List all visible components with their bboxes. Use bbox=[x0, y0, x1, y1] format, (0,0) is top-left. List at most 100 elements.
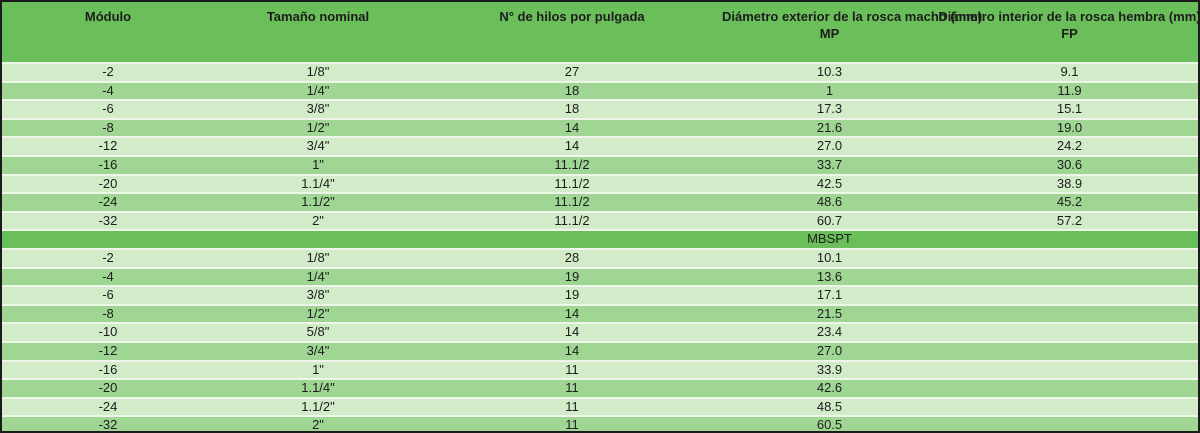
table-cell: 48.5 bbox=[722, 396, 937, 416]
table-cell: 1/2" bbox=[214, 117, 422, 137]
table-cell: 38.9 bbox=[937, 173, 1198, 193]
table-row: -16 1" 11.1/2 33.7 30.6 bbox=[2, 154, 1198, 174]
table-cell: 11.1/2 bbox=[422, 154, 722, 174]
table-cell: 2" bbox=[214, 210, 422, 230]
table-cell: -16 bbox=[2, 359, 214, 379]
table-row: -8 1/2" 14 21.5 bbox=[2, 303, 1198, 323]
table-cell bbox=[937, 340, 1198, 360]
divider-row: MBSPT bbox=[2, 229, 1198, 248]
table-cell: -32 bbox=[2, 210, 214, 230]
table-section-mp-fp: -2 1/8" 27 10.3 9.1 -4 1/4" 18 1 11.9 -6 3/8" 18 17.3… bbox=[2, 62, 1198, 230]
table-row: -24 1.1/2" 11.1/2 48.6 45.2 bbox=[2, 192, 1198, 211]
table-cell: -12 bbox=[2, 136, 214, 155]
table-cell: -24 bbox=[2, 192, 214, 211]
table-cell bbox=[937, 415, 1198, 431]
column-header-label: Módulo bbox=[84, 9, 132, 24]
table-cell: 15.1 bbox=[937, 99, 1198, 118]
table-cell bbox=[937, 322, 1198, 341]
table-cell: -20 bbox=[2, 378, 214, 397]
table-cell: -2 bbox=[2, 62, 214, 81]
table-cell: 1.1/4" bbox=[214, 378, 422, 397]
table-cell: 18 bbox=[422, 80, 722, 100]
column-header-sublabel: MP bbox=[819, 26, 840, 41]
table-row: -32 2" 11.1/2 60.7 57.2 bbox=[2, 210, 1198, 230]
column-header-label: Diámetro exterior de la rosca macho (mm) bbox=[722, 9, 983, 24]
table-divider-section: MBSPT bbox=[2, 229, 1198, 248]
table-cell: 18 bbox=[422, 99, 722, 118]
table-cell: -4 bbox=[2, 80, 214, 100]
table-cell: -12 bbox=[2, 340, 214, 360]
table-row: -12 3/4" 14 27.0 24.2 bbox=[2, 136, 1198, 155]
table-cell: 11.1/2 bbox=[422, 210, 722, 230]
table-row: -2 1/8" 28 10.1 bbox=[2, 247, 1198, 267]
table-cell bbox=[937, 266, 1198, 286]
table-cell: 9.1 bbox=[937, 62, 1198, 81]
table-cell bbox=[937, 396, 1198, 416]
table-row: -4 1/4" 18 1 11.9 bbox=[2, 80, 1198, 100]
table-cell: -6 bbox=[2, 285, 214, 304]
table-cell: 19 bbox=[422, 266, 722, 286]
column-header-label: Diámetro interior de la rosca hembra (mm… bbox=[938, 9, 1200, 24]
table-header: Módulo Tamaño nominal N° de hilos por pu… bbox=[2, 2, 1200, 62]
table-row: -8 1/2" 14 21.6 19.0 bbox=[2, 117, 1198, 137]
table-cell: 1" bbox=[214, 154, 422, 174]
table-cell: 14 bbox=[422, 322, 722, 341]
table-cell: 11 bbox=[422, 359, 722, 379]
column-header-label: Tamaño nominal bbox=[266, 9, 370, 24]
table-cell: 17.3 bbox=[722, 99, 937, 118]
table-cell: 27 bbox=[422, 62, 722, 81]
table-cell: 1.1/2" bbox=[214, 192, 422, 211]
table-cell: -24 bbox=[2, 396, 214, 416]
table-cell: 28 bbox=[422, 247, 722, 267]
table-cell: -4 bbox=[2, 266, 214, 286]
table-cell: -32 bbox=[2, 415, 214, 431]
table-cell: 11 bbox=[422, 415, 722, 431]
column-header-modulo: Módulo bbox=[2, 2, 214, 62]
column-header-sublabel: FP bbox=[1061, 26, 1078, 41]
table-cell: 11.1/2 bbox=[422, 173, 722, 193]
table-row: -2 1/8" 27 10.3 9.1 bbox=[2, 62, 1198, 81]
table-cell: 2" bbox=[214, 415, 422, 431]
table-cell bbox=[937, 378, 1198, 397]
table-cell: 1/4" bbox=[214, 266, 422, 286]
table-cell: 5/8" bbox=[214, 322, 422, 341]
table-cell bbox=[937, 303, 1198, 323]
table-row: -6 3/8" 19 17.1 bbox=[2, 285, 1198, 304]
table-cell: 1/2" bbox=[214, 303, 422, 323]
column-header-tamano-nominal: Tamaño nominal bbox=[214, 2, 422, 62]
column-header-hilos-por-pulgada: N° de hilos por pulgada bbox=[422, 2, 722, 62]
table-cell bbox=[937, 247, 1198, 267]
table-cell: 21.5 bbox=[722, 303, 937, 323]
table-cell: 1" bbox=[214, 359, 422, 379]
table-cell: 10.1 bbox=[722, 247, 937, 267]
table-cell: 57.2 bbox=[937, 210, 1198, 230]
table-cell: 1/8" bbox=[214, 62, 422, 81]
table-cell: 19 bbox=[422, 285, 722, 304]
table-cell: 1/4" bbox=[214, 80, 422, 100]
table-cell: -16 bbox=[2, 154, 214, 174]
table-cell: 1.1/4" bbox=[214, 173, 422, 193]
table-cell bbox=[937, 285, 1198, 304]
table-row: -20 1.1/4" 11 42.6 bbox=[2, 378, 1198, 397]
table-cell: 11.9 bbox=[937, 80, 1198, 100]
table-cell: 17.1 bbox=[722, 285, 937, 304]
table-cell: 23.4 bbox=[722, 322, 937, 341]
table-cell: -2 bbox=[2, 247, 214, 267]
table-cell: 3/4" bbox=[214, 136, 422, 155]
table-cell: 60.7 bbox=[722, 210, 937, 230]
column-header-diametro-interior-fp: Diámetro interior de la rosca hembra (mm… bbox=[937, 2, 1200, 62]
table-cell: 1.1/2" bbox=[214, 396, 422, 416]
divider-cell bbox=[2, 229, 214, 248]
table-cell: 60.5 bbox=[722, 415, 937, 431]
table-cell bbox=[937, 359, 1198, 379]
table-cell: 27.0 bbox=[722, 136, 937, 155]
table-cell: 33.9 bbox=[722, 359, 937, 379]
table-cell: 19.0 bbox=[937, 117, 1198, 137]
divider-cell bbox=[937, 229, 1198, 248]
table-row: -20 1.1/4" 11.1/2 42.5 38.9 bbox=[2, 173, 1198, 193]
divider-cell bbox=[422, 229, 722, 248]
table-row: -24 1.1/2" 11 48.5 bbox=[2, 396, 1198, 416]
table-cell: 11 bbox=[422, 378, 722, 397]
